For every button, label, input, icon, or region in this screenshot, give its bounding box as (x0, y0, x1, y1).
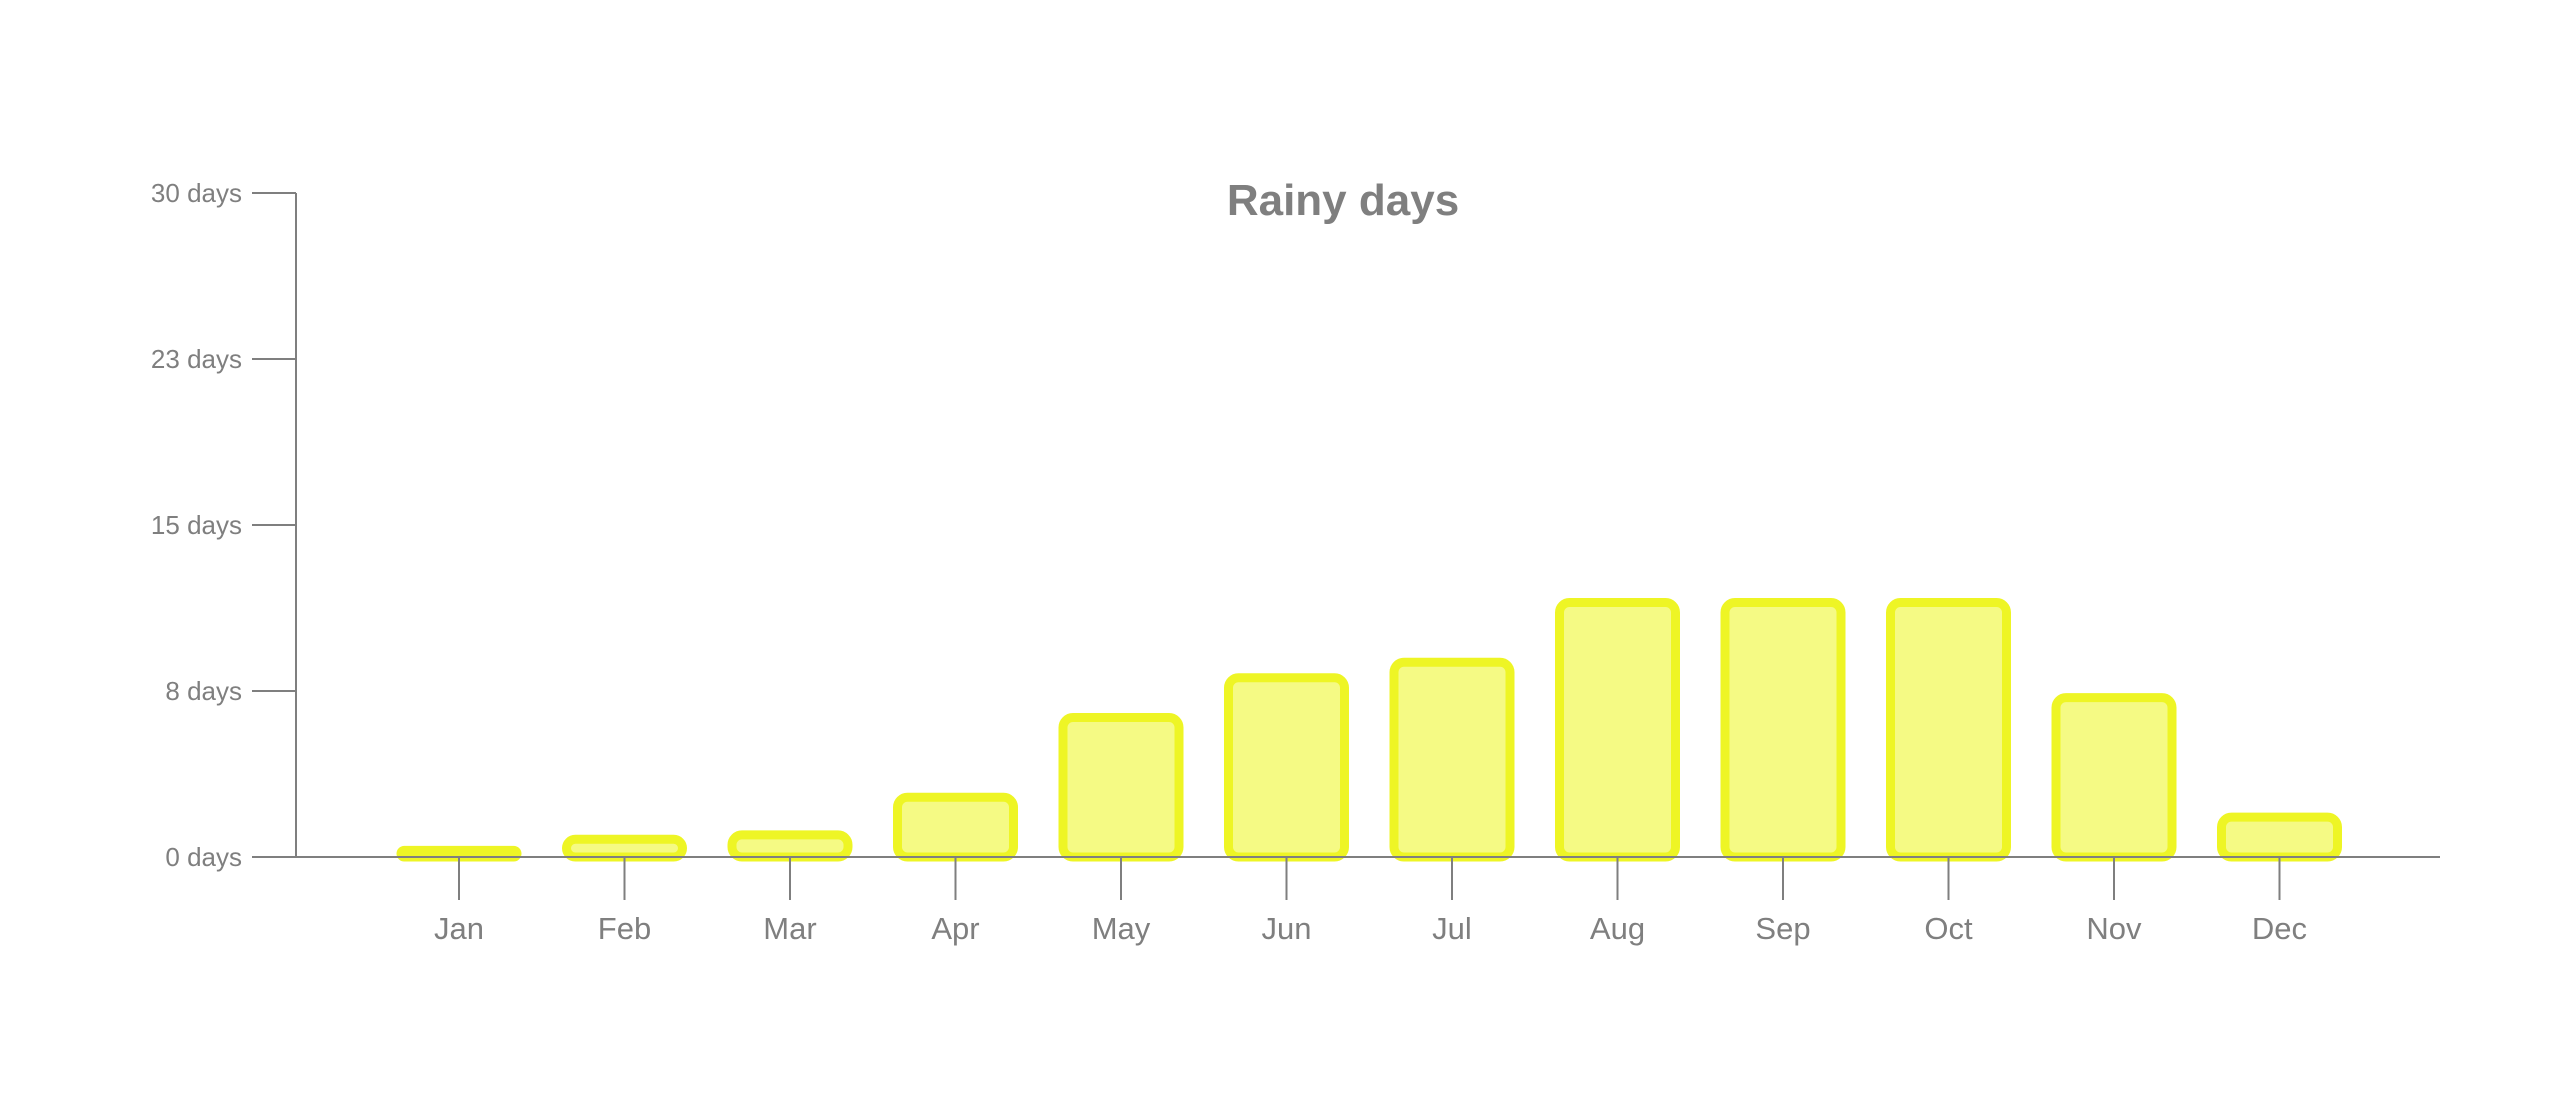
bar-mar (727, 830, 853, 862)
bar-may (1058, 713, 1184, 862)
x-tick-label-jan: Jan (434, 911, 484, 946)
bar-apr (893, 792, 1018, 862)
bar-aug (1555, 597, 1680, 862)
x-tick-label-mar: Mar (763, 911, 816, 946)
y-axis: 0 days 8 days 15 days 23 days 30 days (151, 178, 297, 872)
y-tick-label: 30 days (151, 178, 242, 208)
x-tick-label-oct: Oct (1924, 911, 1973, 946)
bar-sep (1720, 597, 1846, 862)
x-tick-label-jun: Jun (1262, 911, 1312, 946)
x-tick-label-aug: Aug (1590, 911, 1645, 946)
bar-jul (1389, 657, 1515, 862)
bar-oct (1886, 597, 2011, 862)
x-tick-label-nov: Nov (2086, 911, 2142, 946)
bar-dec (2217, 812, 2342, 862)
bar-jun (1224, 673, 1349, 862)
x-tick-label-dec: Dec (2252, 911, 2307, 946)
y-tick-label: 0 days (165, 842, 242, 872)
x-tick-label-sep: Sep (1755, 911, 1810, 946)
chart-title: Rainy days (1227, 176, 1459, 225)
y-tick-label: 15 days (151, 510, 242, 540)
y-tick-label: 8 days (165, 676, 242, 706)
x-tick-label-may: May (1092, 911, 1151, 946)
x-tick-label-feb: Feb (598, 911, 651, 946)
bar-feb (562, 834, 687, 862)
bar-nov (2051, 693, 2177, 862)
x-tick-label-jul: Jul (1432, 911, 1472, 946)
x-tick-label-apr: Apr (931, 911, 979, 946)
bars (396, 597, 2342, 862)
x-axis: Jan Feb Mar Apr May Jun Jul Aug Sep Oct Nov Dec (296, 856, 2440, 946)
y-tick-label: 23 days (151, 344, 242, 374)
